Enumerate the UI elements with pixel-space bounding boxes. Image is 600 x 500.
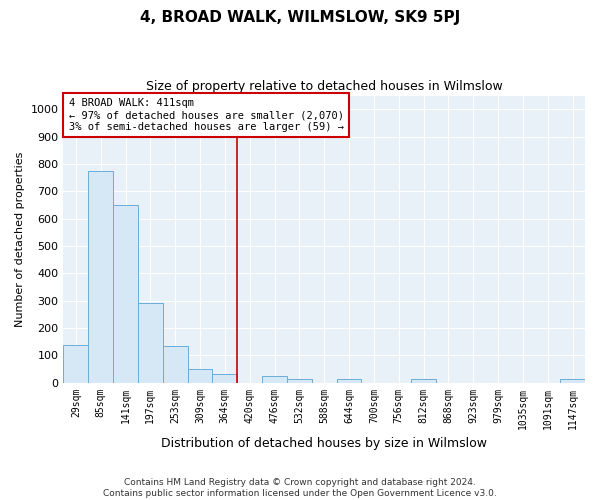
Text: Contains HM Land Registry data © Crown copyright and database right 2024.
Contai: Contains HM Land Registry data © Crown c… (103, 478, 497, 498)
Y-axis label: Number of detached properties: Number of detached properties (15, 152, 25, 327)
Title: Size of property relative to detached houses in Wilmslow: Size of property relative to detached ho… (146, 80, 503, 93)
Bar (88, 171, 113, 382)
Bar (212, 374, 237, 382)
Text: 4, BROAD WALK, WILMSLOW, SK9 5PJ: 4, BROAD WALK, WILMSLOW, SK9 5PJ (140, 10, 460, 25)
Bar (138, 304, 163, 382)
Bar (411, 378, 436, 382)
Bar (188, 369, 212, 382)
Text: 4 BROAD WALK: 411sqm
← 97% of detached houses are smaller (2,070)
3% of semi-det: 4 BROAD WALK: 411sqm ← 97% of detached h… (68, 98, 344, 132)
Bar (163, 346, 188, 383)
Bar (287, 378, 312, 382)
Bar (64, 345, 88, 383)
Bar (262, 376, 287, 382)
X-axis label: Distribution of detached houses by size in Wilmslow: Distribution of detached houses by size … (161, 437, 487, 450)
Bar (113, 205, 138, 382)
Bar (560, 378, 585, 382)
Bar (337, 378, 361, 382)
